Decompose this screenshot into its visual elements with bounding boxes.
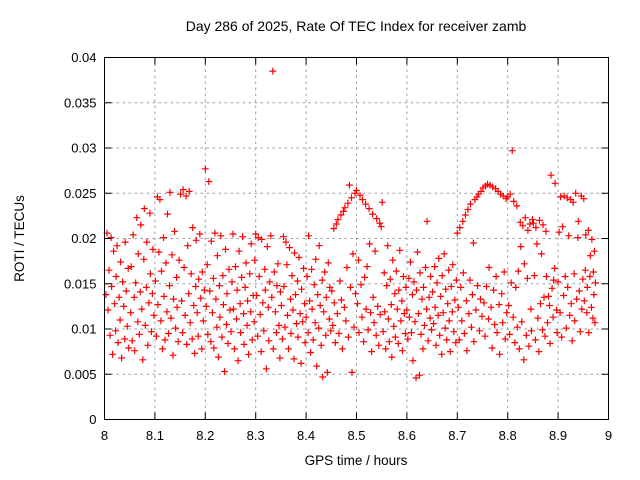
x-axis-title: GPS time / hours bbox=[305, 453, 408, 468]
y-tick-label: 0.02 bbox=[71, 231, 96, 246]
y-tick-label: 0.01 bbox=[71, 322, 96, 337]
y-tick-label: 0.025 bbox=[64, 186, 97, 201]
axes-frame-layer bbox=[104, 57, 609, 420]
chart-title: Day 286 of 2025, Rate Of TEC Index for r… bbox=[186, 18, 527, 34]
y-tick-label: 0.015 bbox=[64, 276, 97, 291]
x-tick-label: 8.7 bbox=[448, 428, 466, 443]
grid bbox=[104, 57, 609, 420]
x-tick-label: 8.2 bbox=[196, 428, 214, 443]
x-tick-label: 8 bbox=[101, 428, 108, 443]
y-tick-label: 0 bbox=[89, 412, 96, 427]
tick-labels-layer: 8 8.1 8.2 8.3 8.4 8.5 8.6 8.7 8.8 8.9 9 0 0.005 0.01 0… bbox=[64, 50, 612, 443]
x-tick-label: 8.5 bbox=[347, 428, 365, 443]
y-tick-label: 0.005 bbox=[64, 367, 97, 382]
scatter-points bbox=[102, 67, 599, 382]
y-tick-label: 0.035 bbox=[64, 95, 97, 110]
plot-border bbox=[104, 57, 609, 420]
y-tick-label: 0.04 bbox=[71, 50, 96, 65]
x-tick-label: 8.3 bbox=[247, 428, 265, 443]
x-tick-label: 8.4 bbox=[297, 428, 315, 443]
x-tick-label: 8.1 bbox=[146, 428, 164, 443]
scatter-points-layer bbox=[102, 67, 599, 382]
y-tick-label: 0.03 bbox=[71, 141, 96, 156]
x-tick-label: 8.9 bbox=[549, 428, 567, 443]
x-tick-label: 8.6 bbox=[398, 428, 416, 443]
y-axis-title: ROTI / TECUs bbox=[12, 195, 27, 282]
x-tick-label: 8.8 bbox=[499, 428, 517, 443]
x-tick-label: 9 bbox=[605, 428, 612, 443]
